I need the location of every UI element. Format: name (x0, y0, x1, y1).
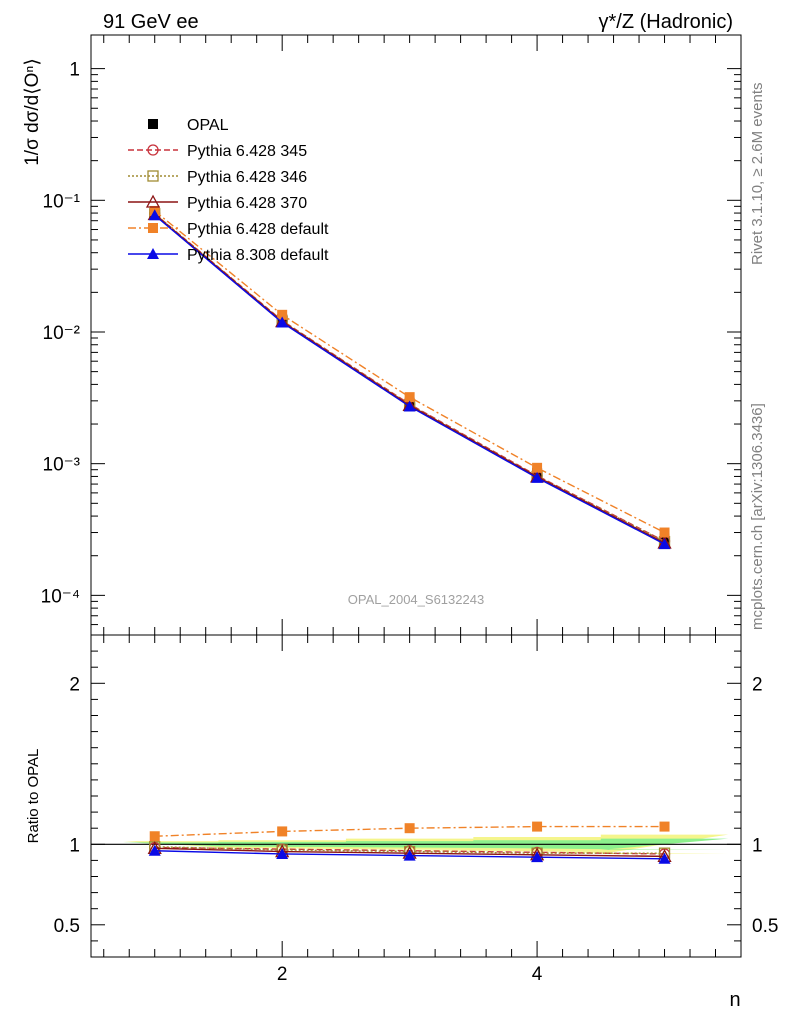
main-series-group (147, 205, 672, 550)
marker-square (532, 821, 543, 832)
ratio-series-group (147, 821, 672, 864)
energy-label: 91 GeV ee (103, 11, 199, 33)
main-y-axis-label: 1/σ dσ/d⟨Oⁿ⟩ (22, 58, 43, 166)
main-y-tick-label: 10⁻² (43, 323, 81, 344)
series-line (154, 214, 665, 545)
marker-square (277, 826, 288, 837)
x-axis-label: n (729, 989, 740, 1011)
ratio-y-tick-label-right: 2 (752, 674, 763, 695)
marker-triangle (403, 849, 416, 861)
legend-label: Pythia 6.428 default (187, 221, 329, 238)
ratio-plot-frame (90, 634, 742, 958)
series-pythia-8-308-default (148, 209, 671, 550)
ratio-y-tick-label-right: 1 (752, 835, 763, 856)
ratio-y-tick-label-right: 0.5 (752, 916, 778, 937)
legend-entry: Pythia 6.428 346 (128, 169, 307, 186)
legend-entry: Pythia 6.428 345 (128, 143, 307, 160)
ratio-y-tick-label: 1 (69, 835, 80, 856)
marker-triangle (531, 471, 544, 483)
marker-square (532, 462, 543, 473)
main-y-tick-label: 10⁻¹ (43, 191, 81, 212)
ratio-series-line (154, 846, 665, 854)
marker-triangle (145, 194, 161, 208)
ratio-axis-ticks: 0.5 0.5 1 1 2 2 2 4 (54, 635, 778, 985)
rivet-label: Rivet 3.1.10, ≥ 2.6M events (749, 83, 766, 266)
x-tick-label: 4 (532, 964, 543, 985)
marker-square (147, 170, 159, 182)
ratio-y-tick-label: 0.5 (54, 916, 80, 937)
ratio-y-tick-label: 2 (69, 674, 80, 695)
ratio-y-axis-label: Ratio to OPAL (25, 749, 42, 844)
ratio-series-line (154, 825, 665, 837)
main-y-tick-label: 10⁻⁴ (41, 586, 80, 607)
ratio-series-pythia-6-428-default (149, 821, 670, 842)
marker-triangle (403, 400, 416, 412)
marker-circle (147, 144, 159, 156)
analysis-id-label: OPAL_2004_S6132243 (348, 592, 484, 607)
main-y-tick-label: 10⁻³ (43, 455, 81, 476)
marker-triangle (658, 852, 671, 864)
marker-square (148, 223, 158, 233)
legend-entry: Pythia 6.428 370 (128, 194, 307, 212)
marker-triangle (148, 844, 161, 856)
legend-entry: OPAL (148, 117, 229, 134)
marker-square (404, 823, 415, 834)
legend: OPAL Pythia 6.428 345 Pythia 6.428 346 Pyth… (128, 117, 329, 264)
marker-triangle (276, 316, 289, 328)
legend-label: OPAL (187, 117, 229, 134)
marker-square (149, 831, 160, 842)
marker-triangle (658, 538, 671, 550)
marker-triangle (147, 248, 159, 259)
main-y-tick-label: 1 (69, 60, 80, 81)
mcplots-label: mcplots.cern.ch [arXiv:1306.3436] (749, 403, 766, 630)
legend-label: Pythia 6.428 370 (187, 195, 307, 212)
marker-square (659, 821, 670, 832)
marker-triangle (276, 847, 289, 859)
legend-entry: Pythia 8.308 default (128, 247, 329, 264)
ratio-plot-panel: 0.5 0.5 1 1 2 2 2 4 Ratio to OPAL n (25, 634, 778, 1011)
marker-square (404, 392, 415, 403)
legend-label: Pythia 6.428 346 (187, 169, 307, 186)
marker-triangle (531, 851, 544, 863)
marker-triangle (148, 209, 161, 221)
main-plot-panel: 10⁻⁴ 10⁻³ 10⁻² 10⁻¹ 1 OPAL_2004_S6132243 1/σ… (22, 34, 742, 636)
legend-label: Pythia 6.428 345 (187, 143, 307, 160)
x-tick-label: 2 (277, 964, 288, 985)
legend-marker (148, 119, 158, 129)
main-axis-ticks: 10⁻⁴ 10⁻³ 10⁻² 10⁻¹ 1 (41, 35, 741, 636)
ratio-uncertainty-bands (91, 834, 741, 854)
legend-label: Pythia 8.308 default (187, 247, 329, 264)
legend-entry: Pythia 6.428 default (128, 221, 329, 238)
process-label: γ*/Z (Hadronic) (599, 11, 733, 33)
ratio-series-pythia-8-308-default (148, 844, 671, 864)
marker-square (659, 527, 670, 538)
marker-square (277, 309, 288, 320)
